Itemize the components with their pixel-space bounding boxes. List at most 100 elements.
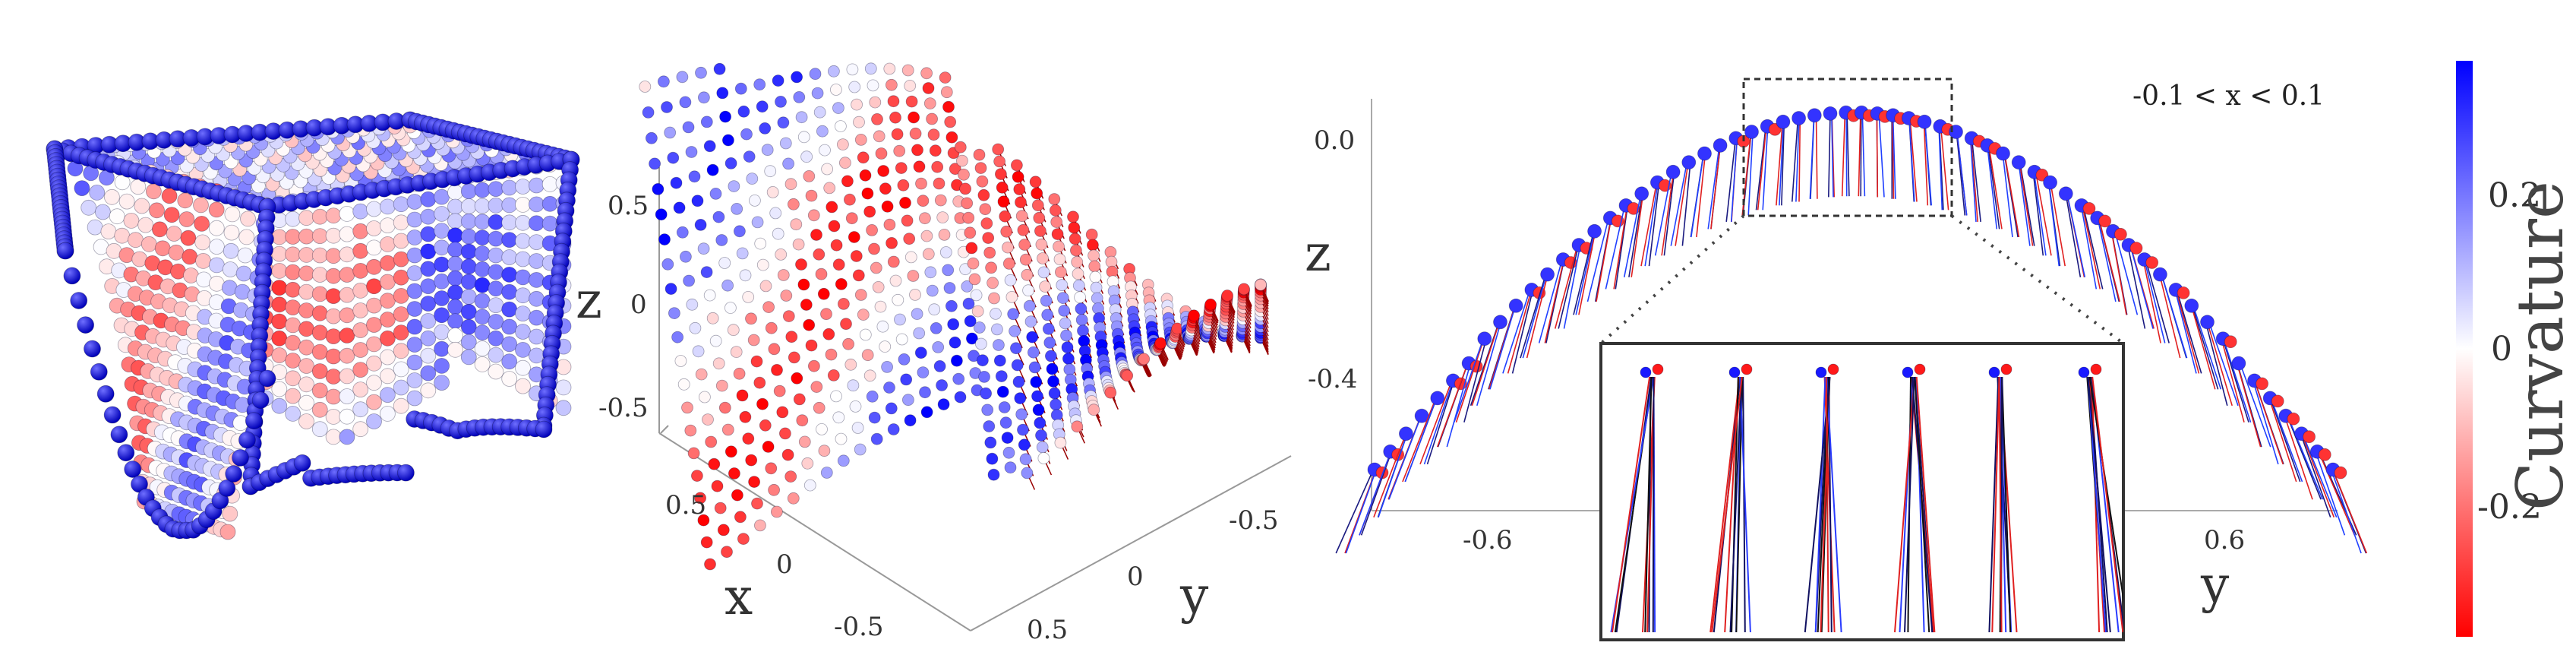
normal-arrow <box>1661 172 1675 256</box>
particle <box>1652 363 1664 375</box>
particle <box>904 414 917 427</box>
particle <box>813 248 826 261</box>
particle <box>434 273 450 290</box>
particle <box>1035 238 1048 251</box>
particle <box>208 220 225 236</box>
particle <box>1011 159 1023 172</box>
particle <box>2303 430 2316 444</box>
particle <box>1018 438 1031 451</box>
particle <box>1071 255 1084 268</box>
particle <box>434 340 450 357</box>
particle <box>734 511 747 524</box>
normal-arrow <box>1436 362 1469 448</box>
particle <box>922 82 935 94</box>
normal-arrow <box>1522 274 1548 359</box>
particle <box>393 251 409 267</box>
normal-arrow <box>1654 172 1672 256</box>
particle <box>1014 392 1027 404</box>
boundary-particle <box>90 362 108 381</box>
particle <box>379 198 396 215</box>
particle <box>1121 369 1134 382</box>
particle <box>501 197 518 214</box>
particle <box>1023 299 1036 312</box>
particle <box>366 413 382 429</box>
particle <box>913 160 926 173</box>
particle <box>420 365 437 381</box>
particle <box>1021 268 1034 281</box>
particle <box>352 322 369 338</box>
panel-c-z-tick: -0.4 <box>1308 364 1358 394</box>
particle <box>488 197 504 214</box>
normal-arrow <box>2206 321 2233 407</box>
normal-arrow <box>1511 290 1534 374</box>
particle <box>2184 298 2199 313</box>
particle <box>1138 353 1151 366</box>
normal-arrow <box>1489 305 1517 390</box>
normal-arrow <box>1998 376 2003 633</box>
particle <box>821 163 833 176</box>
particle <box>649 157 661 170</box>
particle <box>515 305 531 322</box>
particle <box>2090 363 2102 375</box>
particle <box>339 307 355 324</box>
boundary-particle <box>225 465 243 483</box>
normal-arrow <box>1971 138 1981 222</box>
particle <box>325 267 342 284</box>
normal-arrow <box>1846 112 1850 197</box>
particle <box>875 147 888 160</box>
panel-b-axis-frame <box>658 167 1292 631</box>
particle <box>339 408 355 425</box>
particle <box>811 87 824 100</box>
normal-arrow <box>1988 376 2000 633</box>
particle <box>447 328 463 343</box>
particle <box>819 144 831 157</box>
normal-arrow <box>1747 131 1754 216</box>
particle <box>339 267 355 283</box>
normal-arrow <box>2145 259 2170 343</box>
particle <box>765 462 778 475</box>
particle <box>2224 335 2237 349</box>
particle <box>379 368 396 385</box>
particle <box>406 194 423 210</box>
particle <box>1072 279 1085 292</box>
particle <box>339 429 355 445</box>
particle <box>881 360 893 373</box>
normal-arrow <box>2330 469 2362 554</box>
particle <box>271 280 288 296</box>
particle <box>793 393 806 406</box>
particle <box>787 492 800 505</box>
particle <box>1697 146 1712 161</box>
normal-arrow <box>1446 362 1472 448</box>
particle <box>1055 266 1067 279</box>
particle <box>902 394 914 407</box>
particle <box>1713 138 1728 153</box>
panel-c-cross-section: 0.0 -0.4 z -0.6 0.6 y -0.1 < x < 0.1 <box>1305 78 2368 641</box>
normal-arrow <box>1612 376 1651 633</box>
normal-arrow <box>1825 376 1829 633</box>
panel-b-axis-label-x: x <box>724 568 753 626</box>
particle <box>325 348 342 365</box>
normal-arrow <box>2236 362 2262 448</box>
particle <box>501 353 518 370</box>
particle <box>848 231 860 243</box>
particle <box>393 287 409 304</box>
boundary-particle <box>397 464 415 482</box>
particle <box>743 150 756 163</box>
particle <box>863 369 876 382</box>
particle <box>756 258 769 271</box>
particle <box>1540 267 1555 282</box>
particle <box>813 106 826 119</box>
particle <box>898 353 911 366</box>
particle <box>736 389 749 402</box>
particle <box>1728 366 1741 378</box>
normal-arrow <box>2097 217 2117 302</box>
particle <box>688 170 701 183</box>
particle <box>714 502 727 514</box>
particle <box>406 318 423 335</box>
particle <box>434 357 450 374</box>
particle <box>697 514 710 527</box>
particle <box>488 347 504 363</box>
boundary-particle <box>110 426 128 444</box>
particle <box>759 280 772 293</box>
normal-arrow <box>2332 469 2368 554</box>
